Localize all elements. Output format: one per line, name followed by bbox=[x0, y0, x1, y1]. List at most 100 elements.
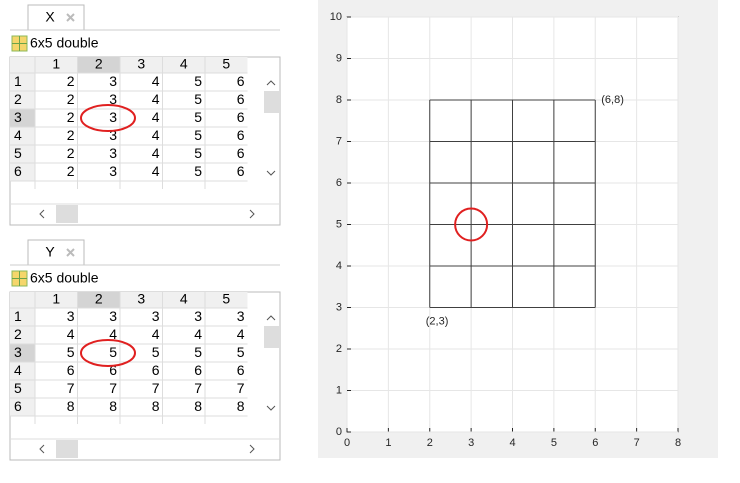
cell[interactable]: 6 bbox=[237, 362, 245, 378]
cell[interactable]: 5 bbox=[194, 145, 202, 161]
cell[interactable]: 7 bbox=[109, 380, 117, 396]
cell[interactable]: 4 bbox=[67, 326, 75, 342]
cell[interactable]: 7 bbox=[194, 380, 202, 396]
row-header: 6 bbox=[14, 398, 22, 414]
cell[interactable]: 5 bbox=[67, 344, 75, 360]
cell[interactable]: 4 bbox=[152, 163, 160, 179]
cell[interactable]: 3 bbox=[109, 91, 117, 107]
cell[interactable]: 6 bbox=[237, 91, 245, 107]
cell[interactable]: 3 bbox=[109, 145, 117, 161]
cell[interactable]: 3 bbox=[109, 163, 117, 179]
cell[interactable]: 3 bbox=[109, 73, 117, 89]
column-header: 3 bbox=[137, 56, 145, 72]
scroll-right[interactable] bbox=[249, 209, 255, 219]
cell[interactable]: 4 bbox=[152, 109, 160, 125]
cell[interactable]: 5 bbox=[237, 344, 245, 360]
grid-icon-lines bbox=[12, 271, 27, 286]
row-header: 6 bbox=[14, 163, 22, 179]
row-header: 1 bbox=[14, 73, 22, 89]
selected-col-header bbox=[77, 57, 120, 73]
cell[interactable]: 4 bbox=[194, 326, 202, 342]
scroll-up[interactable] bbox=[266, 80, 276, 86]
h-scroll-thumb[interactable] bbox=[56, 440, 78, 458]
cell[interactable]: 3 bbox=[109, 308, 117, 324]
cell[interactable]: 6 bbox=[237, 73, 245, 89]
row-header: 5 bbox=[14, 145, 22, 161]
cell[interactable]: 8 bbox=[237, 398, 245, 414]
x-tick-label: 4 bbox=[509, 437, 515, 449]
cell[interactable]: 8 bbox=[67, 398, 75, 414]
cell[interactable]: 6 bbox=[237, 109, 245, 125]
scroll-down[interactable] bbox=[266, 405, 276, 411]
cell[interactable]: 4 bbox=[109, 326, 117, 342]
scroll-left[interactable] bbox=[39, 209, 45, 219]
cell[interactable]: 8 bbox=[194, 398, 202, 414]
cell[interactable]: 3 bbox=[194, 308, 202, 324]
cell[interactable]: 5 bbox=[194, 163, 202, 179]
cell[interactable]: 6 bbox=[194, 362, 202, 378]
v-scroll-thumb[interactable] bbox=[264, 91, 280, 113]
table-frame bbox=[9, 291, 281, 461]
cell[interactable]: 4 bbox=[152, 91, 160, 107]
cell[interactable]: 3 bbox=[67, 308, 75, 324]
cell[interactable]: 7 bbox=[67, 380, 75, 396]
tab[interactable] bbox=[27, 239, 85, 266]
scroll-left[interactable] bbox=[39, 444, 45, 454]
cell[interactable]: 6 bbox=[152, 362, 160, 378]
cell[interactable]: 5 bbox=[109, 344, 117, 360]
cell[interactable]: 5 bbox=[194, 109, 202, 125]
cell[interactable]: 5 bbox=[194, 344, 202, 360]
cell[interactable]: 3 bbox=[152, 308, 160, 324]
cell[interactable]: 7 bbox=[237, 380, 245, 396]
cell[interactable]: 4 bbox=[152, 326, 160, 342]
h-scroll-thumb[interactable] bbox=[56, 205, 78, 223]
cell[interactable]: 6 bbox=[237, 145, 245, 161]
cell[interactable]: 5 bbox=[194, 91, 202, 107]
selected-row-header bbox=[10, 109, 35, 127]
scroll-down[interactable] bbox=[266, 170, 276, 176]
scroll-up[interactable] bbox=[266, 315, 276, 321]
cell[interactable]: 3 bbox=[237, 308, 245, 324]
cell[interactable]: 4 bbox=[152, 73, 160, 89]
cell[interactable]: 8 bbox=[152, 398, 160, 414]
header-row bbox=[10, 57, 248, 73]
annotation: (2,3) bbox=[426, 315, 449, 327]
row-header: 3 bbox=[14, 344, 22, 360]
cell[interactable]: 4 bbox=[237, 326, 245, 342]
cell[interactable]: 5 bbox=[194, 73, 202, 89]
cell[interactable]: 6 bbox=[237, 163, 245, 179]
cell[interactable]: 5 bbox=[152, 344, 160, 360]
cell[interactable]: 2 bbox=[67, 91, 75, 107]
column-header: 4 bbox=[180, 56, 188, 72]
cell[interactable]: 2 bbox=[67, 163, 75, 179]
y-tick-label: 10 bbox=[330, 11, 342, 23]
y-tick-label: 4 bbox=[336, 260, 342, 272]
cell[interactable]: 3 bbox=[109, 109, 117, 125]
cell[interactable]: 3 bbox=[109, 127, 117, 143]
cell[interactable]: 2 bbox=[67, 127, 75, 143]
cell[interactable]: 4 bbox=[152, 145, 160, 161]
cell[interactable]: 2 bbox=[67, 109, 75, 125]
tab[interactable] bbox=[27, 4, 85, 31]
row-header: 4 bbox=[14, 127, 22, 143]
tab-close[interactable] bbox=[66, 13, 75, 22]
x-tick-label: 7 bbox=[634, 437, 640, 449]
cell[interactable]: 7 bbox=[152, 380, 160, 396]
cell[interactable]: 4 bbox=[152, 127, 160, 143]
cell[interactable]: 6 bbox=[237, 127, 245, 143]
v-scroll-thumb[interactable] bbox=[264, 326, 280, 348]
grid-icon-lines bbox=[12, 36, 27, 51]
y-tick-label: 5 bbox=[336, 218, 342, 230]
tab-close[interactable] bbox=[66, 248, 75, 257]
selected-row-header bbox=[10, 344, 35, 362]
cell[interactable]: 6 bbox=[67, 362, 75, 378]
scroll-right[interactable] bbox=[249, 444, 255, 454]
y-tick-label: 9 bbox=[336, 52, 342, 64]
cell[interactable]: 6 bbox=[109, 362, 117, 378]
x-tick-label: 8 bbox=[675, 437, 681, 449]
cell[interactable]: 8 bbox=[109, 398, 117, 414]
cell[interactable]: 5 bbox=[194, 127, 202, 143]
cell[interactable]: 2 bbox=[67, 73, 75, 89]
cell[interactable]: 2 bbox=[67, 145, 75, 161]
